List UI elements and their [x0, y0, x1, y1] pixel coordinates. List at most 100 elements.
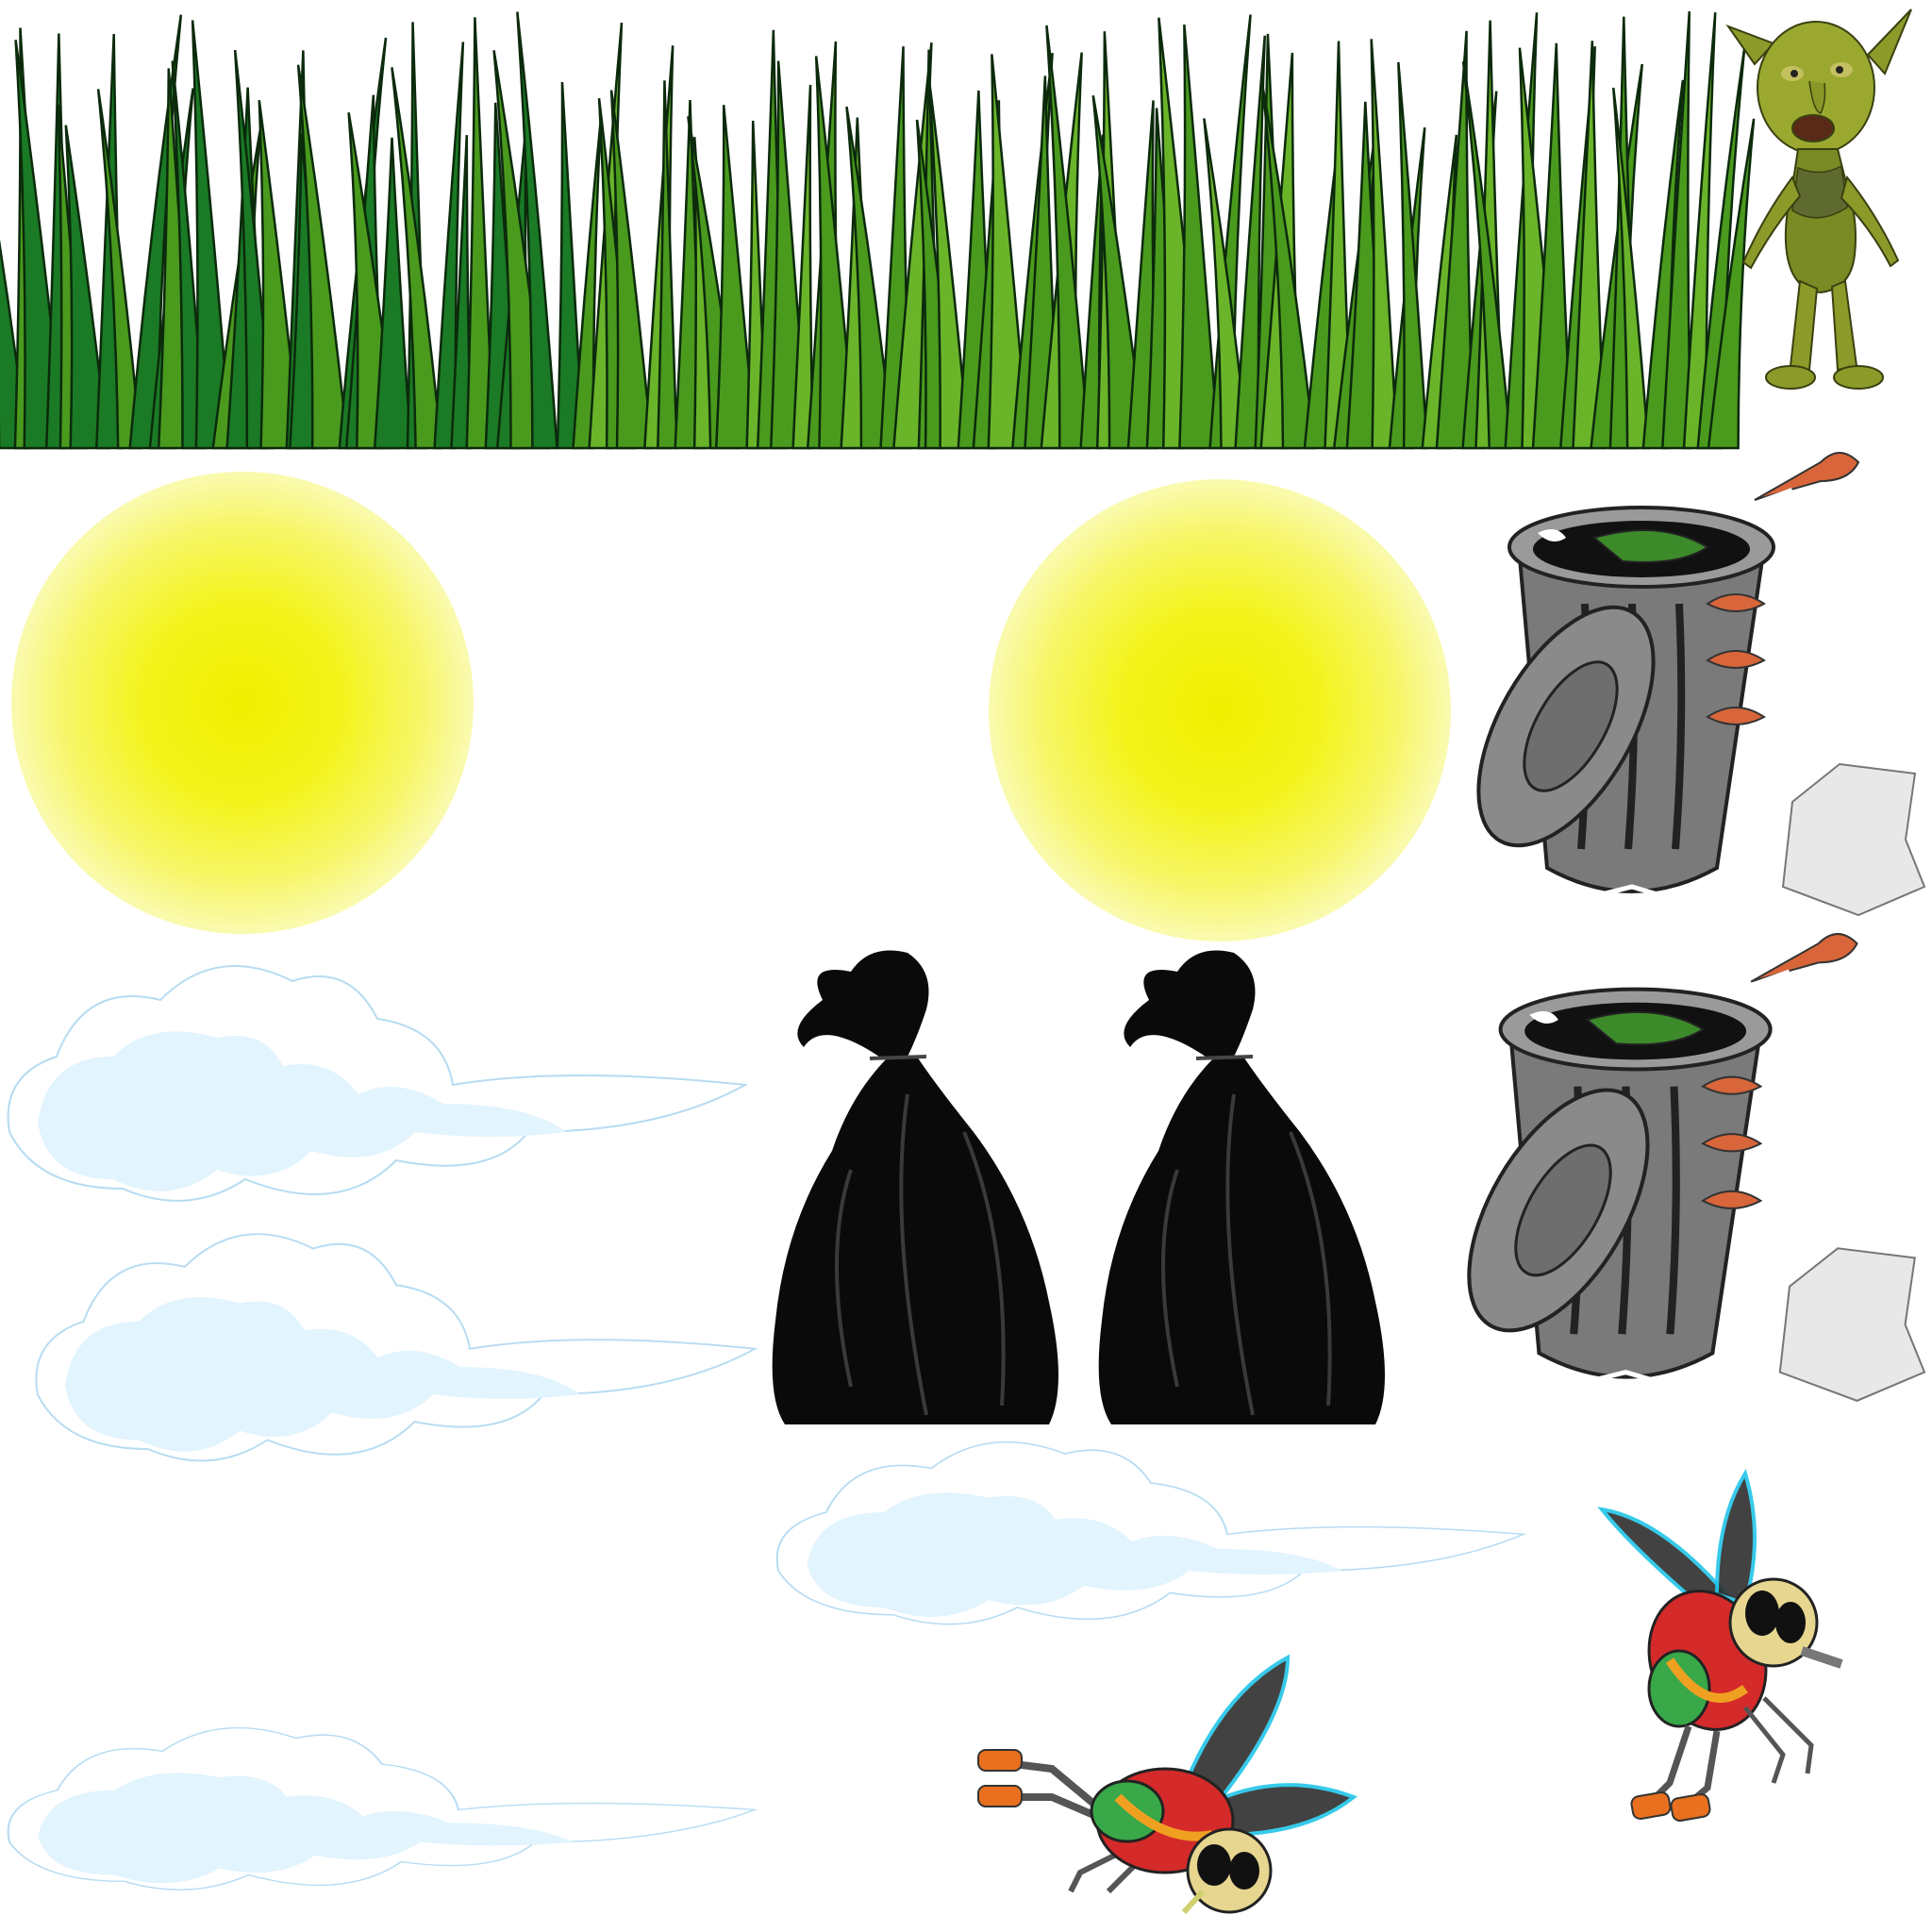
- can-part: [1556, 884, 1727, 918]
- cloud-icon: [7, 1726, 758, 1890]
- grass-blade: [987, 54, 1030, 450]
- can-part: [1538, 529, 1566, 541]
- can-part: [1701, 1190, 1763, 1209]
- trash-can-1: [1476, 443, 1926, 929]
- grass-blade: [391, 67, 443, 450]
- garbage-bag-icon: [1098, 950, 1385, 1424]
- glow-orb-2: [989, 479, 1451, 941]
- grass-icon: [0, 11, 586, 450]
- grass-blade: [1178, 24, 1221, 450]
- grass-patch-light-1: [572, 0, 1158, 450]
- cloud-shape: [65, 1297, 580, 1452]
- cloud-3: [769, 1424, 1533, 1637]
- cloud-shape: [38, 1031, 566, 1191]
- can-part: [1585, 1010, 1706, 1046]
- can-part: [1529, 1010, 1558, 1024]
- garbage-bag-icon: [772, 950, 1058, 1424]
- grass-blade: [296, 64, 350, 450]
- can-part: [1514, 1143, 1612, 1277]
- grass-blade: [1531, 42, 1574, 450]
- cloud-1: [0, 943, 755, 1217]
- grass-blade: [1435, 30, 1475, 450]
- grass-icon: [1145, 11, 1756, 450]
- bag-part: [869, 1055, 927, 1060]
- grass-icon: [572, 22, 1158, 450]
- grass-blade: [191, 20, 233, 450]
- trash-can-icon: [1476, 452, 1926, 918]
- grass-patch-light-2: [1145, 0, 1756, 450]
- bag-part: [797, 950, 929, 1057]
- can-part: [1754, 452, 1860, 501]
- grass-blade: [609, 90, 654, 450]
- fly-2: [1594, 1469, 1858, 1823]
- can-part: [1672, 603, 1686, 850]
- fly-1: [976, 1654, 1358, 1920]
- can-part: [1591, 529, 1709, 563]
- grass-blade: [556, 81, 586, 450]
- trash-can-icon: [1467, 933, 1926, 1404]
- cloud-shape: [7, 965, 749, 1202]
- grass-blade: [1612, 87, 1650, 450]
- bag-part: [835, 1093, 1006, 1416]
- grass-blade: [1572, 41, 1607, 450]
- garbage-bag-2: [1092, 943, 1394, 1426]
- bag-part: [1098, 1057, 1385, 1424]
- cloud-icon: [775, 1441, 1527, 1625]
- can-part: [1706, 707, 1766, 725]
- goblin: [1725, 8, 1915, 404]
- fly-icon: [977, 1654, 1358, 1915]
- grass-blade: [657, 80, 678, 450]
- bag-part: [1195, 1055, 1254, 1060]
- cloud-shape: [7, 1726, 758, 1890]
- grass-blade: [845, 106, 895, 450]
- can-part: [1778, 1247, 1926, 1402]
- can-part: [1701, 1133, 1763, 1153]
- grass-blade: [96, 89, 142, 450]
- grass-blade: [373, 137, 413, 450]
- grass-blade: [791, 84, 814, 450]
- bag-part: [1161, 1093, 1332, 1416]
- grass-blade: [1660, 11, 1692, 450]
- cloud-icon: [35, 1233, 758, 1462]
- grass-blade: [1203, 118, 1250, 450]
- grass-blade: [64, 125, 110, 450]
- cloud-shape: [807, 1492, 1342, 1617]
- grass-blade: [714, 105, 758, 450]
- can-part: [1701, 1075, 1763, 1095]
- can-part: [1666, 1086, 1680, 1335]
- grass-blade: [1707, 118, 1756, 450]
- grass-blade: [1261, 85, 1316, 450]
- grass-blade: [1461, 61, 1513, 450]
- grass-blade: [1045, 25, 1091, 450]
- cloud-shape: [38, 1773, 574, 1884]
- can-part: [1750, 933, 1858, 983]
- glow-orb-1: [11, 472, 474, 934]
- grass-patch-dark: [0, 0, 586, 450]
- grass-blade: [927, 79, 971, 450]
- grass-blade: [516, 11, 558, 450]
- can-part: [1706, 593, 1766, 612]
- goblin-icon: [1725, 8, 1912, 390]
- bag-part: [1124, 950, 1256, 1057]
- trash-can-2: [1467, 924, 1926, 1415]
- cloud-shape: [775, 1441, 1527, 1625]
- grass-blade: [1397, 61, 1429, 450]
- cloud-2: [28, 1212, 764, 1476]
- can-part: [1523, 660, 1619, 792]
- grass-blade: [1234, 35, 1267, 450]
- grass-blade: [1091, 95, 1147, 450]
- can-part: [1548, 1369, 1724, 1404]
- cloud-shape: [35, 1233, 758, 1462]
- can-part: [1781, 762, 1926, 917]
- can-part: [1706, 650, 1766, 669]
- grass-blade: [1370, 39, 1399, 450]
- bag-part: [772, 1057, 1058, 1424]
- fly-icon: [1597, 1469, 1843, 1823]
- grass-blade: [1682, 12, 1717, 450]
- cloud-icon: [7, 965, 749, 1202]
- grass-blade: [465, 17, 495, 450]
- garbage-bag-1: [766, 943, 1068, 1426]
- cloud-4: [0, 1712, 764, 1901]
- grass-blade: [433, 42, 465, 450]
